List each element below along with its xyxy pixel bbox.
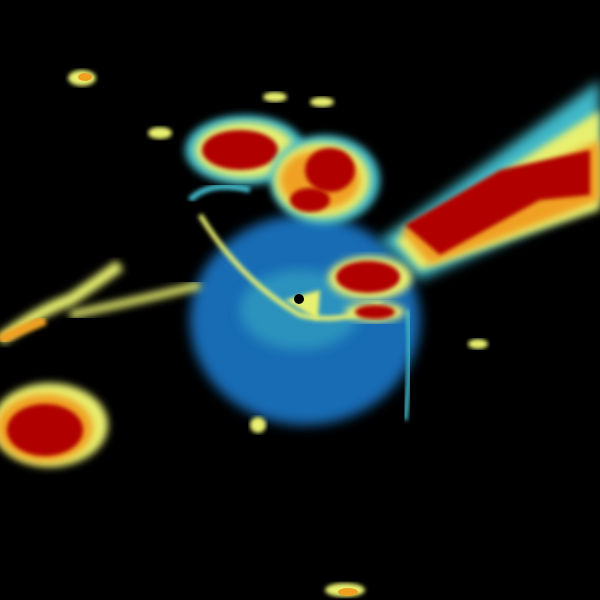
storm-cell-south-west [0, 383, 108, 467]
storm-cell-north [270, 135, 380, 225]
radar-site-marker [294, 294, 304, 304]
storm-band-west [0, 260, 201, 345]
storm-cell-east [328, 256, 412, 322]
small-echoes [68, 70, 488, 597]
storm-band-east [380, 80, 600, 280]
